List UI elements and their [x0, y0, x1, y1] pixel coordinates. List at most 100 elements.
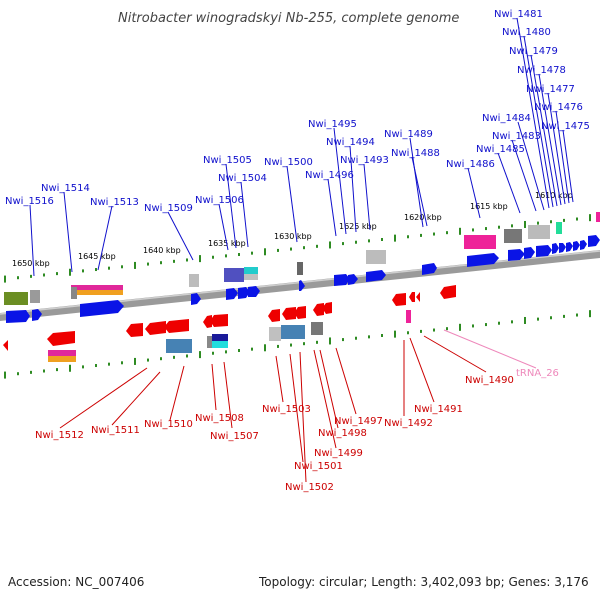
gene-arrow-plus — [536, 245, 552, 257]
minor-tick — [316, 244, 318, 248]
kbp-label-1615: 1615 kbp — [470, 202, 508, 211]
leader-nwi-1479 — [530, 54, 558, 207]
gene-arrow-minus — [416, 292, 420, 302]
kbp-label-1630: 1630 kbp — [274, 232, 312, 241]
kbp-label-1620: 1620 kbp — [404, 213, 442, 222]
minor-tick — [368, 335, 370, 339]
feature-box-purple — [224, 268, 244, 282]
major-tick — [264, 344, 266, 352]
minor-tick — [30, 370, 32, 374]
gene-label-nwi-1506: Nwi_1506 — [195, 195, 244, 206]
gene-arrow-plus — [6, 310, 30, 323]
gene-arrow-minus — [203, 315, 212, 328]
minor-tick — [420, 233, 422, 237]
gene-label-nwi-1477: Nwi_1477 — [526, 84, 575, 95]
trna-label-26: tRNA_26 — [516, 368, 559, 379]
gene-arrow-minus — [3, 340, 8, 351]
gene-label-nwi-1488: Nwi_1488 — [391, 148, 440, 159]
gene-arrow-minus — [126, 323, 143, 337]
minor-tick — [368, 239, 370, 243]
feature-box-magenta — [48, 350, 76, 356]
gene-label-nwi-1497: Nwi_1497 — [334, 416, 383, 427]
gene-label-nwi-1495: Nwi_1495 — [308, 119, 357, 130]
minor-tick — [485, 227, 487, 231]
gene-arrow-plus — [552, 243, 559, 254]
minor-tick — [147, 262, 149, 266]
minor-tick — [498, 321, 500, 325]
gene-arrow-plus — [299, 280, 305, 291]
leader-nwi-1502 — [299, 351, 307, 483]
gene-label-nwi-1480: Nwi_1480 — [502, 27, 551, 38]
gene-label-nwi-1475: Nwi_1475 — [541, 121, 590, 132]
feature-box-darkgrey — [504, 229, 522, 243]
leader-nwi-1493 — [363, 163, 371, 231]
gene-label-nwi-1499: Nwi_1499 — [314, 448, 363, 459]
leader-nwi-1475 — [562, 129, 574, 203]
leader-nwi-1506 — [218, 203, 229, 251]
feature-box-magenta — [464, 235, 496, 249]
gene-arrow-minus — [145, 321, 166, 335]
gene-label-nwi-1504: Nwi_1504 — [218, 173, 267, 184]
gene-arrow-minus — [313, 303, 324, 316]
gene-arrow-plus — [191, 293, 201, 305]
gene-label-nwi-1478: Nwi_1478 — [517, 65, 566, 76]
scale-ticks — [4, 214, 591, 379]
gene-arrow-plus — [588, 235, 600, 247]
minor-tick — [342, 338, 344, 342]
minor-tick — [550, 316, 552, 320]
minor-tick — [147, 358, 149, 362]
gene-label-nwi-1507: Nwi_1507 — [210, 431, 259, 442]
feature-box-grey — [71, 287, 77, 299]
leader-nwi-1505 — [225, 163, 237, 249]
minor-tick — [277, 344, 279, 348]
minor-tick — [17, 372, 19, 376]
major-tick — [4, 275, 6, 283]
minor-tick — [173, 259, 175, 263]
minor-tick — [537, 317, 539, 321]
minor-tick — [95, 364, 97, 368]
gene-label-nwi-1498: Nwi_1498 — [318, 428, 367, 439]
gene-label-nwi-1501: Nwi_1501 — [294, 461, 343, 472]
gene-label-nwi-1486: Nwi_1486 — [446, 159, 495, 170]
feature-box-cyan — [212, 341, 228, 348]
leader-nwi-1491 — [409, 337, 435, 403]
gene-label-nwi-1500: Nwi_1500 — [264, 157, 313, 168]
leader-nwi-1478 — [538, 73, 562, 206]
minor-tick — [225, 254, 227, 258]
minor-tick — [381, 237, 383, 241]
minor-tick — [511, 320, 513, 324]
major-tick — [459, 323, 461, 331]
major-tick — [589, 214, 591, 222]
minor-tick — [290, 247, 292, 251]
gene-arrow-plus — [508, 249, 525, 261]
minor-tick — [186, 258, 188, 262]
feature-box-steelblue — [281, 325, 305, 339]
plus-gene-labels: Nwi_1481 Nwi_1480 Nwi_1479 Nwi_1478 Nwi_… — [5, 9, 590, 214]
leader-nwi-1499 — [313, 349, 337, 449]
gene-arrow-plus — [238, 287, 250, 299]
feature-box-lightgrey — [244, 274, 258, 280]
minor-tick — [238, 253, 240, 257]
gene-label-nwi-1512: Nwi_1512 — [35, 430, 84, 441]
major-tick — [199, 351, 201, 359]
leader-nwi-1516 — [29, 204, 35, 277]
feature-box-lightgrey — [528, 225, 550, 239]
minor-tick — [407, 235, 409, 239]
minor-tick — [212, 255, 214, 259]
minor-tick — [576, 217, 578, 221]
major-tick — [394, 330, 396, 338]
gene-label-nwi-1496: Nwi_1496 — [305, 170, 354, 181]
minor-tick — [498, 225, 500, 229]
feature-box-lightgrey — [366, 250, 386, 264]
gene-arrow-minus — [210, 314, 228, 327]
minor-tick — [472, 324, 474, 328]
leader-nwi-1483 — [511, 139, 537, 212]
minor-tick — [121, 361, 123, 365]
minor-tick — [225, 350, 227, 354]
leader-nwi-1494 — [349, 145, 357, 233]
minor-tick — [342, 242, 344, 246]
gene-label-nwi-1505: Nwi_1505 — [203, 155, 252, 166]
minor-tick — [550, 220, 552, 224]
minor-tick — [576, 313, 578, 317]
